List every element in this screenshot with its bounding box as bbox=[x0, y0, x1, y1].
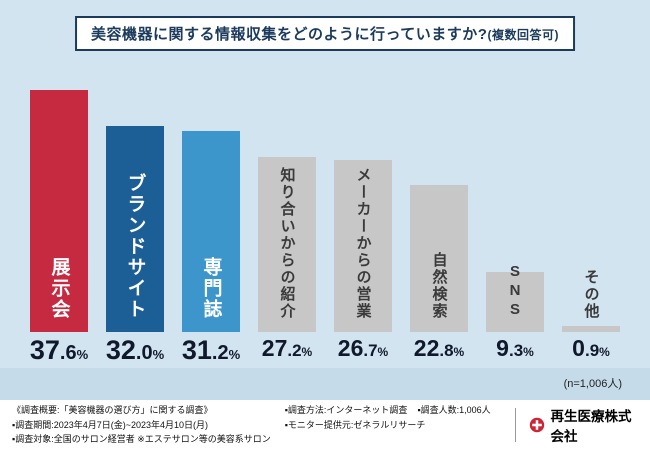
bar-value: 22.8% bbox=[413, 335, 465, 361]
company-name: 再生医療株式会社 bbox=[550, 409, 632, 444]
bar-label: 専門誌 bbox=[200, 257, 222, 320]
bar-column: 知り合いからの紹介 27.2% bbox=[258, 157, 316, 360]
bar-value: 0.9% bbox=[572, 335, 610, 361]
survey-info-right: ▪調査方法:インターネット調査 ▪調査人数:1,006人 ▪モニター提供元:ゼネラ… bbox=[285, 403, 501, 446]
bar bbox=[106, 126, 164, 332]
company-logo-icon bbox=[529, 417, 545, 433]
survey-monitor: ▪モニター提供元:ゼネラルリサーチ bbox=[284, 419, 426, 430]
bar bbox=[334, 160, 392, 332]
survey-overview: 《調査概要:「美容機器の選び方」に関する調査》 bbox=[12, 405, 213, 416]
page-title-note: (複数回答可) bbox=[487, 28, 559, 42]
survey-info-left: 《調査概要:「美容機器の選び方」に関する調査》 ▪調査期間:2023年4月7日(… bbox=[12, 403, 271, 446]
sample-size-label: (n=1,006人) bbox=[563, 378, 622, 390]
bar-column: メーカーからの営業 26.7% bbox=[334, 160, 392, 360]
bar-column: 専門誌 31.2% bbox=[182, 131, 240, 364]
bar bbox=[562, 326, 620, 332]
page-title-main: 美容機器に関する情報収集をどのように行っていますか? bbox=[91, 26, 488, 43]
bar-value: 27.2% bbox=[261, 335, 313, 361]
bar-value: 26.7% bbox=[337, 335, 389, 361]
bar-value: 37.6% bbox=[29, 335, 89, 365]
bar-label: 自然検索 bbox=[430, 252, 448, 320]
survey-footer: 《調査概要:「美容機器の選び方」に関する調査》 ▪調査期間:2023年4月7日(… bbox=[0, 400, 650, 450]
survey-method: ▪調査方法:インターネット調査 bbox=[284, 405, 408, 416]
bar bbox=[258, 157, 316, 332]
bar-column: 展示会 37.6% bbox=[30, 90, 88, 364]
footer-divider bbox=[514, 408, 516, 442]
company-logo: 再生医療株式会社 bbox=[529, 405, 638, 445]
bar-column: SNS 9.3% bbox=[486, 263, 544, 360]
bar-column: 自然検索 22.8% bbox=[410, 185, 468, 360]
bar-column: ブランドサイト 32.0% bbox=[106, 126, 164, 364]
bar-label: SNS bbox=[506, 263, 524, 320]
bar-label: メーカーからの営業 bbox=[354, 167, 372, 320]
page-title: 美容機器に関する情報収集をどのように行っていますか?(複数回答可) bbox=[75, 16, 575, 51]
bar-column: その他 0.9% bbox=[562, 269, 620, 360]
bar-value: 9.3% bbox=[496, 335, 534, 361]
bar-label: 知り合いからの紹介 bbox=[278, 167, 296, 320]
bar bbox=[30, 90, 88, 332]
bar-chart: 展示会 37.6% ブランドサイト 32.0% 専門誌 31.2% 知り合いからの紹介 27.… bbox=[0, 90, 650, 400]
bar-value: 31.2% bbox=[181, 335, 241, 365]
bar-label: ブランドサイト bbox=[124, 173, 146, 320]
chart-bars: 展示会 37.6% ブランドサイト 32.0% 専門誌 31.2% 知り合いからの紹介 27.… bbox=[0, 90, 650, 364]
survey-period: ▪調査期間:2023年4月7日(金)~2023年4月10日(月) bbox=[12, 419, 209, 430]
survey-count: ▪調査人数:1,006人 bbox=[417, 405, 491, 416]
bar bbox=[410, 185, 468, 332]
survey-target: ▪調査対象:全国のサロン経営者 ※エステサロン等の美容系サロン bbox=[12, 434, 271, 445]
bar bbox=[486, 272, 544, 332]
bar-value: 32.0% bbox=[105, 335, 165, 365]
chart-bottom-band bbox=[0, 368, 650, 400]
bar-label: 展示会 bbox=[48, 257, 70, 320]
bar bbox=[182, 131, 240, 332]
bar-label: その他 bbox=[582, 269, 600, 320]
